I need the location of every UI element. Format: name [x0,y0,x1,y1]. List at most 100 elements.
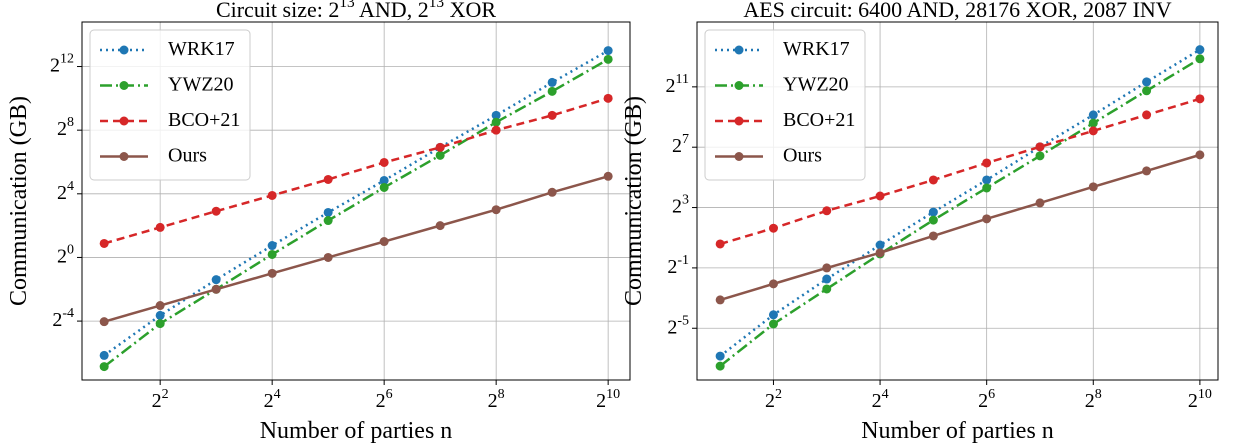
y-tick-label: 212 [50,51,74,76]
data-point [1035,151,1045,161]
legend-label: BCO+21 [168,109,240,131]
x-tick-label: 24 [872,387,889,412]
legend-label: WRK17 [783,38,850,60]
x-tick-label: 24 [264,387,281,412]
data-point [1088,126,1098,136]
data-point [1088,118,1098,128]
data-point [267,190,277,200]
data-point [982,158,992,168]
data-point [603,171,613,181]
x-axis-label: Number of parties n [861,418,1054,443]
y-tick-label: 20 [57,242,74,267]
y-tick-label: 2-4 [52,306,74,331]
legend-marker [119,81,129,90]
data-point [435,221,445,231]
data-point [547,77,557,87]
data-point [547,86,557,96]
data-point [1088,110,1098,120]
y-tick-label: 24 [57,179,74,204]
data-point [928,175,938,185]
x-tick-label: 26 [376,387,393,412]
y-axis-label: Communication (GB) [621,96,647,306]
legend-frame [704,29,866,181]
data-point [928,215,938,225]
x-tick-label: 210 [1188,387,1212,412]
legend-frame [89,29,251,181]
data-point [1142,110,1152,120]
data-point [547,187,557,197]
data-point [715,295,725,305]
legend-marker [734,45,744,55]
x-tick-label: 22 [152,387,169,412]
data-point [155,222,165,232]
data-point [379,157,389,167]
legend-label: WRK17 [168,38,235,60]
y-tick-label: 28 [57,115,74,140]
data-point [875,240,885,250]
data-point [267,268,277,278]
series-line [103,175,609,323]
legend-label: YWZ20 [783,73,849,95]
data-point [323,207,333,217]
data-point [435,142,445,152]
data-point [323,252,333,262]
data-point [928,231,938,241]
x-tick-label: 28 [1085,387,1102,412]
legend-label: Ours [783,144,822,166]
data-point [379,237,389,247]
data-point [491,117,501,127]
series-line [103,97,609,245]
data-point [875,191,885,201]
x-tick-label: 26 [978,387,995,412]
data-point [982,175,992,185]
legend-marker [734,116,744,126]
data-point [155,310,165,320]
data-point [768,310,778,320]
x-tick-label: 22 [765,387,782,412]
data-point [379,182,389,192]
data-point [1142,86,1152,96]
series-line [719,48,1201,358]
data-point [491,110,501,120]
y-tick-label: 23 [672,192,689,217]
data-point [379,175,389,185]
data-point [1142,77,1152,87]
data-point [1035,198,1045,208]
data-point [491,205,501,215]
legend-marker [119,45,129,55]
subplot: Circuit size: 213 AND, 213 XOR 22 24 26 28 21… [6,0,631,443]
data-point [1088,182,1098,192]
data-point [603,54,613,64]
data-point [211,284,221,294]
legend-marker [119,116,129,126]
y-tick-label: 2-5 [667,313,689,338]
data-point [715,239,725,249]
data-point [603,93,613,103]
legend-marker [119,152,129,161]
legend-label: YWZ20 [168,73,234,95]
subplot: AES circuit: 6400 AND, 28176 XOR, 2087 I… [621,0,1219,443]
data-point [822,263,832,273]
data-point [211,206,221,216]
data-point [267,241,277,251]
data-point [768,319,778,329]
data-point [99,238,109,248]
chart-title: AES circuit: 6400 AND, 28176 XOR, 2087 I… [743,0,1171,22]
data-point [715,361,725,371]
legend-label: Ours [168,144,207,166]
data-point [323,174,333,184]
series-line [719,57,1201,368]
legend-marker [734,81,744,90]
data-point [1195,54,1205,64]
data-point [99,350,109,360]
series-line [719,97,1201,246]
data-point [547,110,557,120]
data-point [99,317,109,327]
data-point [928,207,938,217]
data-point [99,362,109,372]
data-point [1195,94,1205,104]
series-line [719,153,1201,302]
data-point [822,206,832,216]
data-point [155,319,165,329]
